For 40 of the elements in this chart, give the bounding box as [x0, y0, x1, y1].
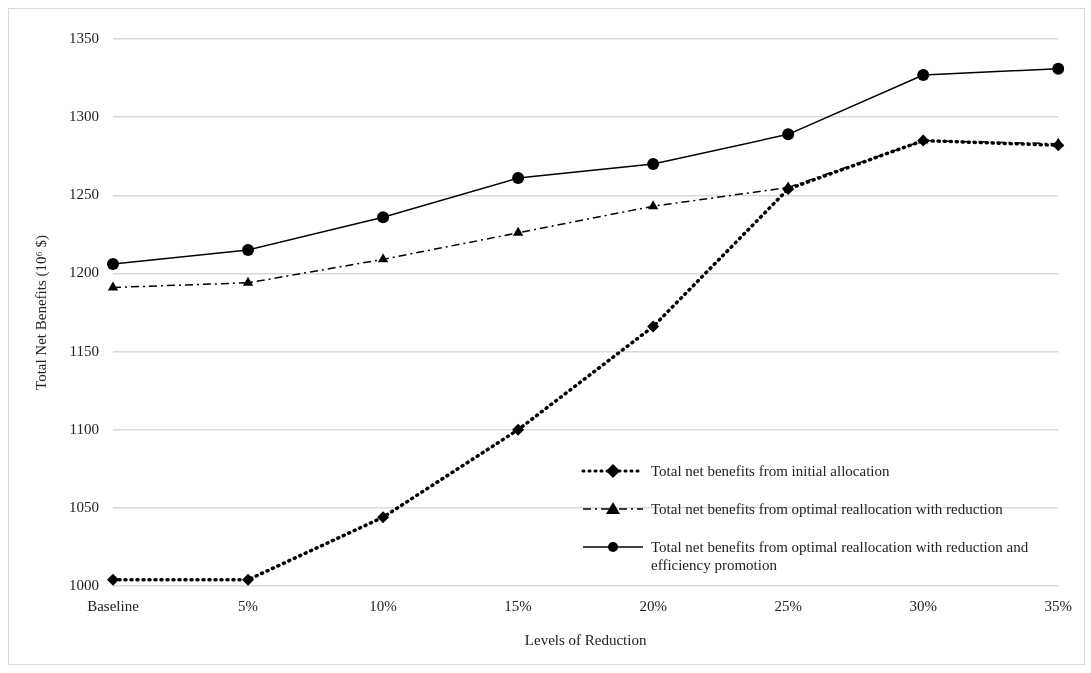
y-tick-label: 1000 [69, 576, 99, 593]
legend-label: Total net benefits from optimal reallocation with reduction [651, 500, 1003, 518]
y-tick-label: 1250 [69, 186, 99, 203]
point [377, 253, 389, 263]
point [782, 183, 795, 196]
point [1052, 62, 1065, 75]
point [377, 511, 390, 524]
point [242, 243, 255, 256]
point [242, 573, 255, 586]
x-tick-label: 25% [774, 597, 802, 614]
point [107, 573, 119, 586]
point [242, 276, 254, 286]
x-axis-title: Levels of Reduction [524, 631, 647, 648]
point [512, 172, 525, 185]
y-axis-title: Total Net Benefits (10⁶ $) [32, 235, 50, 390]
point [782, 128, 795, 141]
point [512, 423, 525, 436]
x-tick-label: 30% [909, 597, 937, 614]
point [917, 68, 930, 81]
legend-label: Total net benefits from optimal reallocation with reduction and efficiency promotion [651, 538, 1030, 574]
point [377, 211, 390, 224]
y-tick-label: 1200 [69, 264, 99, 281]
point [647, 200, 659, 210]
x-tick-label: 10% [369, 597, 397, 614]
x-tick-label: 20% [639, 597, 667, 614]
y-tick-label: 1050 [69, 498, 99, 515]
point [1052, 139, 1065, 152]
y-tick-label: 1350 [69, 29, 99, 46]
point [107, 258, 119, 271]
x-tick-label: Baseline [87, 597, 140, 614]
x-tick-label: 5% [238, 597, 259, 614]
y-tick-label: 1100 [69, 420, 99, 437]
y-tick-label: 1300 [69, 108, 99, 125]
y-tick-label: 1150 [69, 342, 99, 359]
point [647, 320, 660, 333]
x-tick-label: 15% [504, 597, 532, 614]
point [647, 158, 660, 171]
point [512, 226, 524, 236]
legend-label: Total net benefits from initial allocation [651, 462, 890, 480]
x-tick-label: 35% [1044, 597, 1072, 614]
